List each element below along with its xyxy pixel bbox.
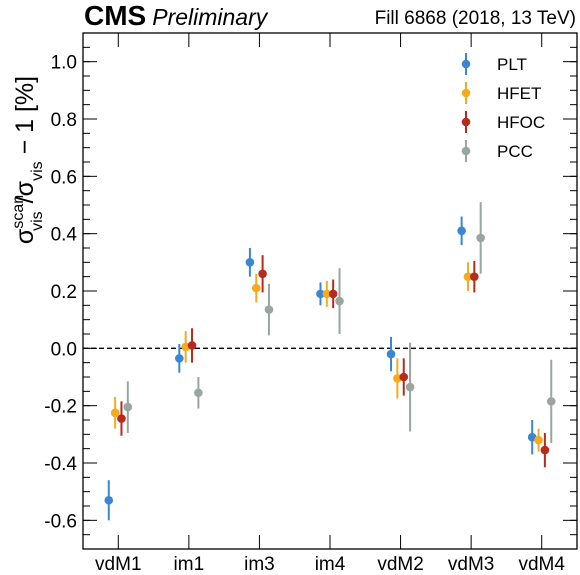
point-hfoc xyxy=(470,272,479,281)
y-tick-label: 0.2 xyxy=(51,282,77,303)
x-tick-label: im1 xyxy=(174,554,205,575)
legend-label-plt: PLT xyxy=(497,55,527,74)
y-axis-label-sup: scan xyxy=(10,195,27,229)
y-tick-label: 0.8 xyxy=(51,110,77,131)
point-hfoc xyxy=(258,269,267,279)
y-axis-label-sigma2: σ xyxy=(11,180,39,196)
point-hfet xyxy=(322,289,332,299)
x-tick-label: vdM1 xyxy=(95,554,141,575)
legend-marker-plt xyxy=(461,59,471,69)
point-pcc xyxy=(476,233,485,243)
legend-label-pcc: PCC xyxy=(497,142,533,161)
point-hfet xyxy=(463,272,473,281)
point-hfet xyxy=(110,408,120,418)
point-hfoc xyxy=(399,372,409,382)
legend-marker-hfet xyxy=(461,88,471,98)
point-pcc xyxy=(546,397,556,406)
y-tick-label: -0.4 xyxy=(44,454,77,475)
legend: PLT HFET HFOC PCC xyxy=(461,53,545,162)
point-pcc xyxy=(123,402,133,412)
y-tick-label: 0.0 xyxy=(51,339,77,360)
point-pcc xyxy=(264,305,274,314)
status-label: Preliminary xyxy=(152,4,269,30)
fill-info-label: Fill 6868 (2018, 13 TeV) xyxy=(375,8,576,29)
y-axis-label-sub2: vis xyxy=(29,161,46,181)
point-plt xyxy=(175,354,184,363)
x-tick-label: vdM4 xyxy=(518,554,565,575)
y-tick-label: -0.2 xyxy=(44,397,77,418)
point-hfet xyxy=(251,283,261,293)
experiment-label: CMS xyxy=(84,0,146,31)
x-tick-label: vdM2 xyxy=(377,554,423,575)
y-tick-label: 0.6 xyxy=(51,167,77,188)
legend-marker-pcc xyxy=(461,146,471,156)
point-hfet xyxy=(534,435,543,445)
legend-marker-hfoc xyxy=(461,117,471,127)
point-pcc xyxy=(194,388,203,398)
point-plt xyxy=(457,226,466,236)
y-tick-label: 0.4 xyxy=(51,225,78,246)
x-tick-label: im3 xyxy=(244,554,275,575)
point-plt xyxy=(245,258,255,267)
x-tick-label: vdM3 xyxy=(448,554,494,575)
y-tick-label: -0.6 xyxy=(44,511,77,532)
legend-label-hfet: HFET xyxy=(497,84,541,103)
point-pcc xyxy=(405,382,415,392)
y-axis-label-slash: / xyxy=(11,196,39,203)
point-hfoc xyxy=(328,289,338,299)
point-hfoc xyxy=(187,341,197,350)
y-tick-label: 1.0 xyxy=(51,53,77,74)
axis-ticks: -0.6 -0.4 -0.2 0.0 0.2 0.4 0.6 0.8 1.0 vdM1 im1 im3… xyxy=(44,32,577,575)
point-hfoc xyxy=(540,445,550,455)
data-points xyxy=(104,202,556,521)
point-hfoc xyxy=(117,414,126,423)
y-axis-label-rest: − 1 [%] xyxy=(11,76,39,161)
y-axis-label: σscan vis/σvis − 1 [%] xyxy=(10,76,46,244)
point-plt xyxy=(104,495,114,505)
point-pcc xyxy=(335,296,344,306)
point-plt xyxy=(316,289,325,299)
y-axis-label-sub: vis xyxy=(29,211,46,231)
y-axis-label-sigma: σ xyxy=(11,228,39,244)
point-plt xyxy=(386,349,396,359)
x-tick-label: im4 xyxy=(315,554,346,575)
legend-label-hfoc: HFOC xyxy=(497,113,545,132)
